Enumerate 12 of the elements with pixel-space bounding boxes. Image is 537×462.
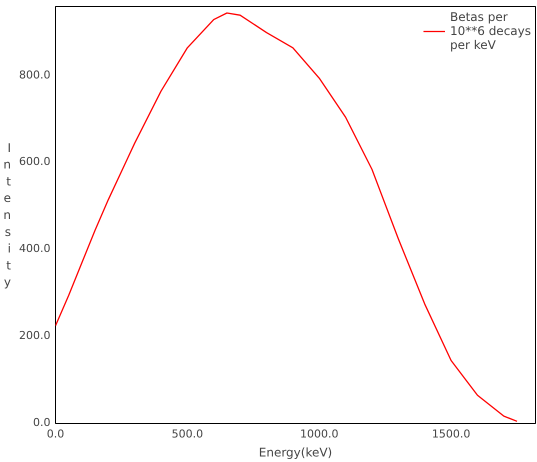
y-tick-label: 400.0 xyxy=(19,242,51,256)
y-tick-label: 600.0 xyxy=(19,155,51,168)
x-tick-label: 500.0 xyxy=(172,428,204,440)
text: Intensity xyxy=(3,140,12,290)
x-tick-label: 0.0 xyxy=(46,428,64,440)
y-tick-label: 0.0 xyxy=(33,416,51,429)
x-tick-label: 1000.0 xyxy=(300,428,338,440)
legend-label: Betas per 10**6 decays per keV xyxy=(450,10,531,52)
y-tick-label: 800.0 xyxy=(19,68,51,82)
x-axis-title: Energy(keV) xyxy=(258,446,332,460)
x-tick-label: 1500.0 xyxy=(432,428,470,440)
y-tick-label: 200.0 xyxy=(19,328,51,342)
